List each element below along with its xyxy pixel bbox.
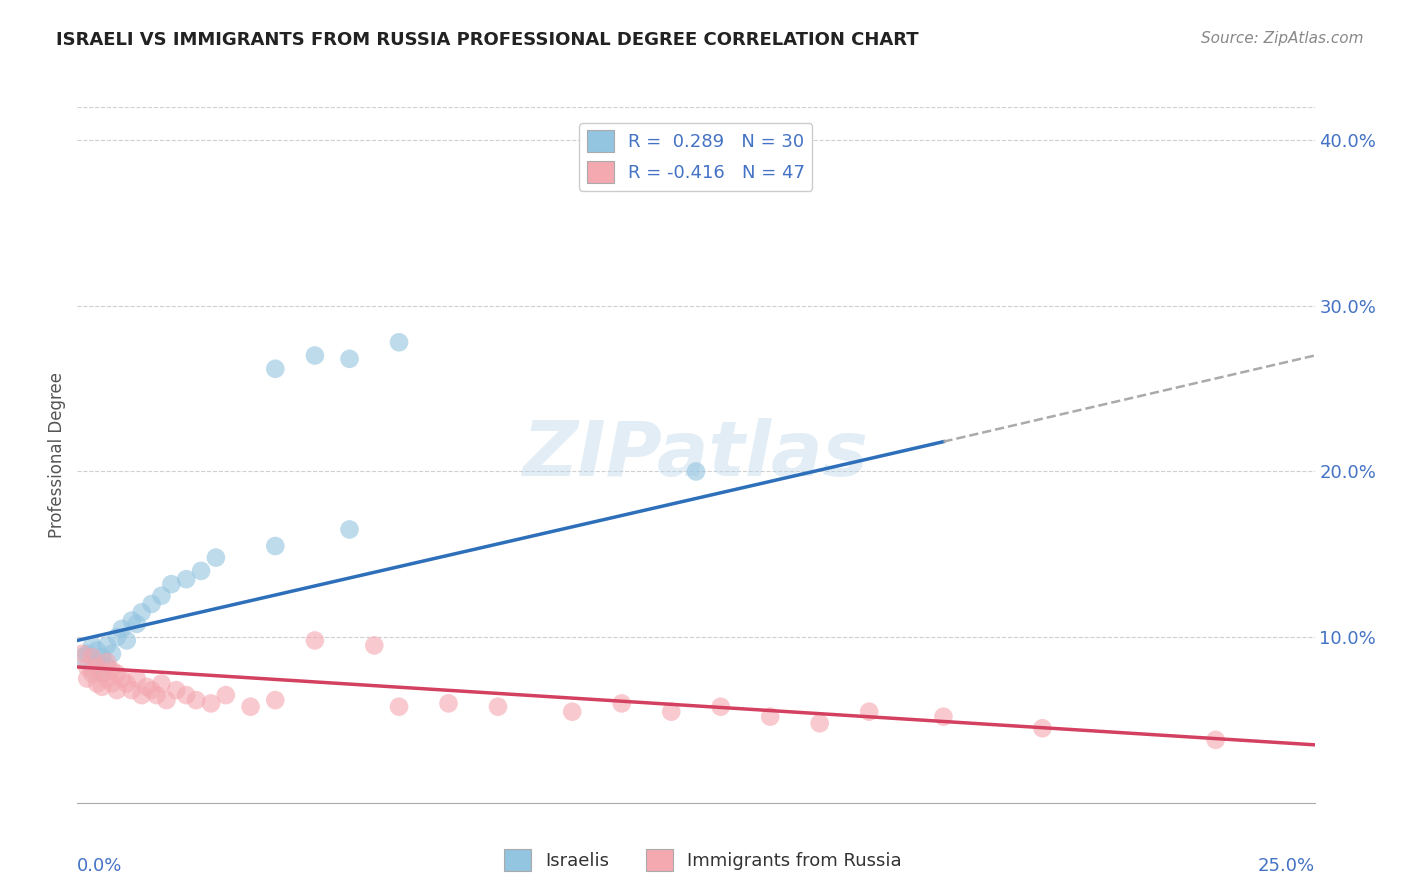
- Point: [304, 633, 326, 648]
- Point: [115, 676, 138, 690]
- Point: [101, 663, 124, 677]
- Point: [932, 709, 955, 723]
- Point: [72, 650, 94, 665]
- Point: [76, 660, 98, 674]
- Point: [135, 680, 157, 694]
- Point: [155, 693, 177, 707]
- Point: [264, 539, 287, 553]
- Point: [215, 688, 238, 702]
- Point: [339, 523, 361, 537]
- Point: [184, 693, 207, 707]
- Point: [82, 663, 104, 677]
- Point: [86, 676, 108, 690]
- Text: Source: ZipAtlas.com: Source: ZipAtlas.com: [1201, 31, 1364, 46]
- Point: [101, 676, 124, 690]
- Point: [858, 705, 880, 719]
- Point: [304, 349, 326, 363]
- Point: [82, 650, 104, 665]
- Point: [105, 683, 128, 698]
- Point: [105, 666, 128, 681]
- Point: [759, 709, 782, 723]
- Point: [388, 699, 411, 714]
- Point: [91, 680, 114, 694]
- Point: [363, 639, 385, 653]
- Point: [486, 699, 509, 714]
- Point: [86, 660, 108, 674]
- Point: [205, 550, 228, 565]
- Point: [437, 697, 460, 711]
- Text: ISRAELI VS IMMIGRANTS FROM RUSSIA PROFESSIONAL DEGREE CORRELATION CHART: ISRAELI VS IMMIGRANTS FROM RUSSIA PROFES…: [56, 31, 920, 49]
- Point: [86, 643, 108, 657]
- Point: [1031, 721, 1053, 735]
- Point: [808, 716, 831, 731]
- Point: [710, 699, 733, 714]
- Point: [174, 572, 197, 586]
- Point: [82, 639, 104, 653]
- Point: [96, 672, 118, 686]
- Point: [264, 693, 287, 707]
- Point: [145, 688, 167, 702]
- Point: [174, 688, 197, 702]
- Point: [160, 577, 183, 591]
- Point: [86, 655, 108, 669]
- Point: [125, 616, 148, 631]
- Point: [150, 589, 173, 603]
- Point: [121, 683, 143, 698]
- Point: [141, 597, 163, 611]
- Point: [105, 630, 128, 644]
- Point: [165, 683, 187, 698]
- Point: [72, 647, 94, 661]
- Point: [82, 666, 104, 681]
- Point: [610, 697, 633, 711]
- Point: [659, 705, 682, 719]
- Text: 25.0%: 25.0%: [1257, 857, 1315, 875]
- Point: [339, 351, 361, 366]
- Point: [96, 655, 118, 669]
- Point: [1205, 732, 1227, 747]
- Point: [264, 361, 287, 376]
- Point: [101, 647, 124, 661]
- Point: [91, 650, 114, 665]
- Legend: Israelis, Immigrants from Russia: Israelis, Immigrants from Russia: [496, 842, 910, 879]
- Point: [111, 622, 134, 636]
- Point: [111, 672, 134, 686]
- Point: [76, 672, 98, 686]
- Legend: R =  0.289   N = 30, R = -0.416   N = 47: R = 0.289 N = 30, R = -0.416 N = 47: [579, 123, 813, 191]
- Text: 0.0%: 0.0%: [77, 857, 122, 875]
- Point: [150, 676, 173, 690]
- Point: [131, 688, 153, 702]
- Point: [200, 697, 222, 711]
- Text: ZIPatlas: ZIPatlas: [523, 418, 869, 491]
- Point: [96, 660, 118, 674]
- Point: [96, 639, 118, 653]
- Point: [115, 633, 138, 648]
- Y-axis label: Professional Degree: Professional Degree: [48, 372, 66, 538]
- Point: [76, 647, 98, 661]
- Point: [388, 335, 411, 350]
- Point: [685, 465, 707, 479]
- Point: [131, 605, 153, 619]
- Point: [91, 666, 114, 681]
- Point: [125, 672, 148, 686]
- Point: [561, 705, 583, 719]
- Point: [141, 683, 163, 698]
- Point: [190, 564, 212, 578]
- Point: [121, 614, 143, 628]
- Point: [239, 699, 262, 714]
- Point: [91, 665, 114, 679]
